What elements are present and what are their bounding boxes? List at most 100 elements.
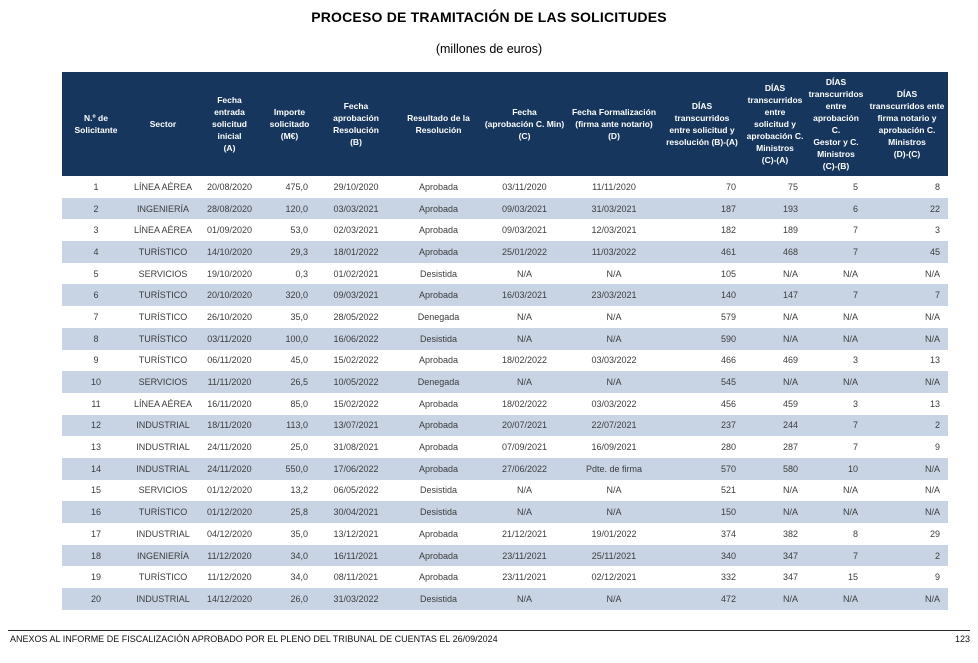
- column-header: Fecha Formalización (firma ante notario)…: [568, 72, 660, 176]
- table-cell: 09/03/2021: [501, 225, 548, 236]
- table-cell: N/A: [606, 485, 622, 496]
- table-cell: 590: [720, 333, 736, 344]
- table-cell: 7: [93, 311, 99, 322]
- table-cell: 100,0: [285, 333, 308, 344]
- column-header: Fecha (aprobación C. Min) (C): [481, 72, 568, 176]
- table-cell: 16: [90, 507, 101, 518]
- table-cell: Aprobada: [418, 442, 459, 453]
- table-cell: INDUSTRIAL: [136, 528, 190, 539]
- table-cell: 24/11/2020: [207, 463, 252, 474]
- table-cell: 4: [93, 246, 99, 257]
- table-cell: 85,0: [290, 398, 308, 409]
- table-cell: 105: [720, 268, 736, 279]
- column-header: DÍAS transcurridos entre solicitud y apr…: [744, 72, 806, 176]
- table-cell: Denegada: [417, 311, 460, 322]
- table-cell: 521: [720, 485, 736, 496]
- table-cell: 287: [782, 442, 798, 453]
- table-cell: 18/02/2022: [501, 355, 548, 366]
- table-cell: 13,2: [290, 485, 308, 496]
- table-cell: 580: [782, 463, 798, 474]
- table-cell: 25,8: [290, 507, 308, 518]
- table-cell: 10: [90, 377, 101, 388]
- table-cell: TURÍSTICO: [138, 311, 188, 322]
- table-cell: 11/12/2020: [207, 572, 252, 583]
- table-cell: 02/03/2021: [333, 225, 379, 236]
- table-cell: 15: [847, 572, 858, 583]
- table-cell: Aprobada: [418, 528, 459, 539]
- table-cell: 113,0: [286, 420, 308, 431]
- table-cell: 3: [852, 398, 858, 409]
- table-row: 3 LÍNEA AÉREA 01/09/2020 53,0 02/03/2021 Apro…: [62, 219, 948, 241]
- table-cell: 347: [782, 550, 798, 561]
- table-cell: 26,0: [290, 593, 308, 604]
- footer-text: ANEXOS AL INFORME DE FISCALIZACIÓN APROB…: [10, 634, 498, 644]
- table-cell: 382: [782, 528, 798, 539]
- table-cell: LÍNEA AÉREA: [133, 225, 193, 236]
- table-cell: 18: [90, 550, 101, 561]
- table-cell: 23/11/2021: [502, 550, 547, 561]
- table-cell: 320,0: [285, 290, 308, 301]
- table-cell: 140: [720, 290, 736, 301]
- table-cell: N/A: [924, 593, 940, 604]
- table-cell: 35,0: [290, 528, 308, 539]
- table-cell: INGENIERÍA: [136, 550, 189, 561]
- table-cell: 3: [934, 225, 940, 236]
- table-cell: 19: [90, 572, 101, 583]
- table-cell: 8: [852, 528, 858, 539]
- table-cell: N/A: [516, 333, 532, 344]
- table-cell: N/A: [606, 311, 622, 322]
- page-subtitle: (millones de euros): [435, 42, 543, 56]
- table-cell: Aprobada: [418, 572, 459, 583]
- table-cell: 3: [93, 225, 99, 236]
- table-row: 14 INDUSTRIAL 24/11/2020 550,0 17/06/2022 Apr…: [62, 457, 948, 480]
- table-cell: 7: [852, 225, 858, 236]
- table-cell: 472: [720, 593, 736, 604]
- table-cell: N/A: [924, 333, 940, 344]
- table-cell: 14/12/2020: [206, 593, 253, 604]
- table-cell: Aprobada: [418, 246, 459, 257]
- table-cell: 03/03/2022: [591, 398, 637, 409]
- table-cell: 15/02/2022: [333, 355, 379, 366]
- table-cell: 18/02/2022: [501, 398, 548, 409]
- table-row: 11 LÍNEA AÉREA 16/11/2020 85,0 15/02/2022 Apr…: [62, 393, 948, 415]
- table-cell: 31/03/2022: [333, 593, 379, 604]
- table-cell: 27/06/2022: [501, 463, 548, 474]
- table-cell: 10/05/2022: [333, 377, 379, 388]
- table-cell: Aprobada: [418, 181, 459, 192]
- table-cell: N/A: [516, 311, 532, 322]
- table-cell: TURÍSTICO: [138, 333, 188, 344]
- table-cell: TURÍSTICO: [138, 572, 188, 583]
- table-cell: 5: [93, 268, 99, 279]
- table-cell: N/A: [842, 333, 858, 344]
- table-cell: 15: [90, 485, 101, 496]
- table-cell: 30/04/2021: [333, 507, 379, 518]
- table-cell: 244: [782, 420, 798, 431]
- table-cell: 9: [934, 572, 940, 583]
- table-cell: 11/11/2020: [207, 377, 252, 388]
- footer-divider: [8, 630, 970, 631]
- table-cell: 21/12/2021: [501, 528, 548, 539]
- column-header: DÍAS transcurridos entre aprobación C. G…: [806, 72, 866, 176]
- table-cell: 02/12/2021: [591, 572, 637, 583]
- table-cell: 7: [934, 290, 940, 301]
- table-cell: N/A: [924, 377, 940, 388]
- table-cell: N/A: [606, 377, 622, 388]
- table-cell: 01/02/2021: [333, 268, 379, 279]
- table-cell: 09/03/2021: [333, 290, 379, 301]
- table-cell: 340: [720, 550, 736, 561]
- table-cell: 3: [852, 355, 858, 366]
- table-cell: 2: [934, 550, 940, 561]
- table-cell: 10: [847, 463, 858, 474]
- table-cell: Pdte. de firma: [585, 463, 643, 474]
- table-cell: 13/12/2021: [333, 528, 379, 539]
- table-cell: 20: [90, 593, 101, 604]
- table-cell: N/A: [842, 311, 858, 322]
- table-cell: 16/09/2021: [591, 442, 637, 453]
- table-row: 8 TURÍSTICO 03/11/2020 100,0 16/06/2022 Desis…: [62, 327, 948, 350]
- table-cell: N/A: [924, 463, 940, 474]
- table-cell: 1: [93, 181, 99, 192]
- table-cell: 182: [720, 225, 736, 236]
- table-cell: 545: [720, 377, 736, 388]
- table-cell: Desistida: [419, 593, 457, 604]
